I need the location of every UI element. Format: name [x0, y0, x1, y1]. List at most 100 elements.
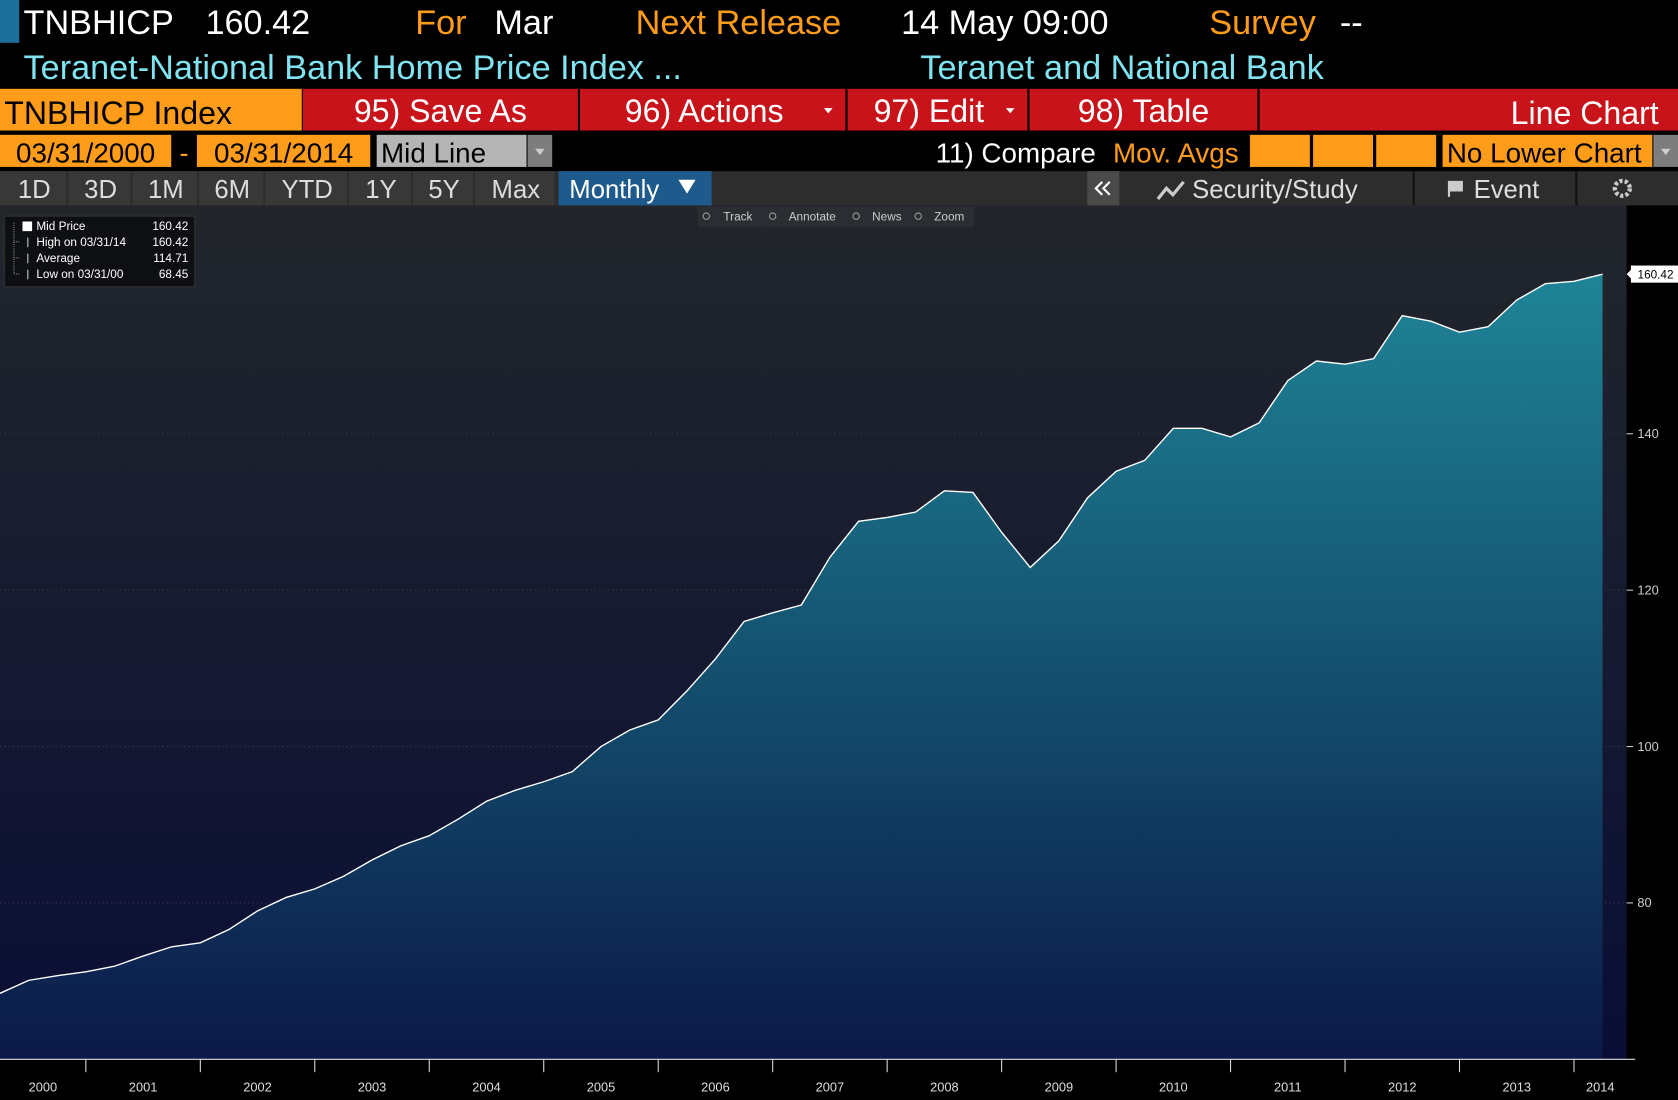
dropdown-arrow [535, 148, 545, 156]
end-date-box[interactable] [196, 134, 371, 167]
divider [1412, 171, 1415, 206]
toolbar-button-label: 98) Table [1078, 93, 1209, 129]
tool-icon [914, 212, 922, 220]
period-tab-label: 1M [148, 176, 184, 204]
x-tick-label: 2003 [358, 1079, 387, 1094]
start-date: 03/31/2000 [16, 138, 155, 169]
period-tab-label: 5Y [428, 176, 459, 204]
area [0, 274, 1603, 1060]
period-tab[interactable] [348, 171, 411, 206]
period-tab[interactable] [68, 171, 131, 206]
last-price-tag [1630, 265, 1678, 283]
y-tick-label: 100 [1637, 739, 1658, 754]
tool-icon [702, 212, 711, 220]
chart-tool: Annotate [789, 210, 837, 223]
for-label: For [415, 4, 466, 42]
end-date: 03/31/2014 [214, 138, 353, 169]
toolbar-button-label: 95) Save As [354, 93, 527, 129]
legend-tree [13, 222, 21, 275]
x-axis-area [0, 1059, 1678, 1100]
lower-box[interactable] [1442, 134, 1653, 167]
dropdown-arrow [824, 108, 833, 114]
period-tab-label: 1Y [365, 176, 396, 204]
x-tick-label: 2001 [129, 1079, 158, 1094]
period-tab[interactable] [0, 171, 67, 206]
start-date-box[interactable] [0, 134, 172, 167]
chart-tool: Track [723, 210, 752, 223]
toolbar-button[interactable] [580, 88, 846, 131]
price: 160.42 [205, 4, 310, 42]
compare: 11) Compare [936, 138, 1096, 169]
period-tab[interactable] [132, 171, 197, 206]
x-tick-label: 2013 [1502, 1079, 1531, 1094]
period-tab[interactable] [413, 171, 474, 206]
survey-value: -- [1340, 4, 1363, 42]
toolbar-button-label: 96) Actions [625, 93, 784, 129]
toolbar-button-label: 97) Edit [874, 93, 985, 129]
survey-label: Survey [1209, 4, 1316, 42]
input-box[interactable] [1249, 134, 1310, 167]
right-tool: Event [1474, 176, 1540, 204]
settings-icon[interactable] [1612, 178, 1632, 198]
right-tool: Security/Study [1192, 176, 1358, 204]
toolbar-button[interactable] [847, 88, 1028, 131]
toolbar-button[interactable] [1029, 88, 1258, 131]
x-tick-label: 2011 [1274, 1079, 1302, 1094]
mode-box[interactable] [376, 134, 527, 167]
frequency: Monthly [569, 176, 659, 204]
period-tab-label: Max [492, 176, 541, 204]
legend-label: Mid Price [36, 220, 85, 233]
chart-type: Line Chart [1511, 95, 1659, 131]
legend-value: 160.42 [152, 236, 188, 249]
period-tab-label: 6M [214, 176, 250, 204]
legend-label: High on 03/31/14 [36, 236, 126, 249]
input-box[interactable] [1313, 134, 1374, 167]
security-name: Teranet-National Bank Home Price Index .… [24, 49, 682, 87]
toolbar-button[interactable] [302, 88, 578, 131]
last-price-pointer [1626, 268, 1632, 280]
x-tick-label: 2007 [816, 1079, 845, 1094]
last-price: 160.42 [1638, 268, 1674, 281]
legend-value: 160.42 [152, 220, 188, 233]
y-tick-label: 120 [1637, 582, 1658, 597]
period-tab-label: 1D [18, 176, 51, 204]
x-tick-label: 2006 [701, 1079, 730, 1094]
for-value: Mar [494, 4, 553, 42]
y-axis-area [1626, 205, 1678, 1060]
period-tab-label: 3D [84, 176, 117, 204]
y-tick-label: 80 [1637, 895, 1651, 910]
chart-type-box[interactable] [1259, 88, 1678, 131]
legend-label: Average [36, 252, 80, 265]
period-tab[interactable] [265, 171, 347, 206]
x-tick-label: 2005 [587, 1079, 616, 1094]
chart-tool: News [872, 210, 902, 223]
legend-value: 68.45 [159, 268, 189, 281]
period-tab[interactable] [199, 171, 264, 206]
legend-value: 114.71 [153, 252, 188, 265]
x-tick-label: 2009 [1045, 1079, 1074, 1094]
x-tick-label: 2004 [472, 1079, 501, 1094]
period-tab[interactable] [475, 171, 555, 206]
dropdown-arrow [1005, 108, 1015, 114]
chart-toolbar [697, 206, 974, 227]
input-box[interactable] [1376, 134, 1437, 167]
dropdown-arrow [1660, 148, 1671, 156]
range-separator: - [179, 138, 188, 169]
x-tick-label: 2012 [1388, 1079, 1417, 1094]
legend-label: Low on 03/31/00 [36, 268, 123, 281]
x-tick-label: 2002 [243, 1079, 272, 1094]
ticker: TNBHICP [24, 4, 174, 42]
legend-box [3, 215, 196, 288]
y-tick-label: 140 [1637, 426, 1658, 441]
x-tick-label: 2014 [1586, 1079, 1615, 1094]
divider [1575, 171, 1578, 206]
x-tick-label: 2000 [29, 1079, 58, 1094]
marker [0, 0, 20, 43]
period-tab-label: YTD [281, 176, 332, 204]
layer: TNBHICP 160.42 For Mar Next Release 14 May 09… [0, 4, 1678, 1100]
security-box[interactable] [0, 88, 302, 131]
event-icon [1447, 180, 1463, 197]
chart-tool: Zoom [934, 210, 964, 223]
